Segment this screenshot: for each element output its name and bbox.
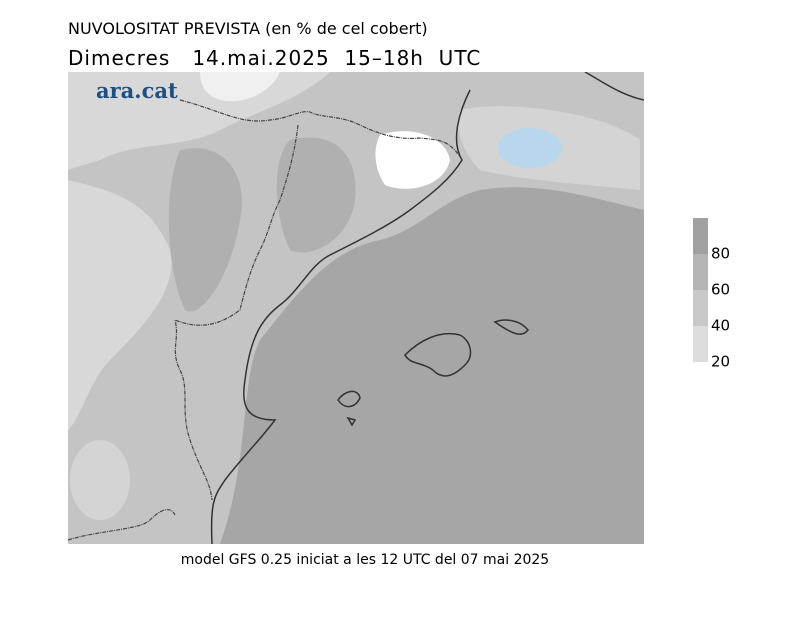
legend-band bbox=[693, 326, 708, 362]
legend: 20 40 60 80 bbox=[693, 218, 730, 371]
cloud-area bbox=[70, 440, 130, 520]
legend-label: 40 bbox=[711, 317, 730, 335]
lake bbox=[498, 128, 562, 168]
legend-band bbox=[693, 290, 708, 326]
legend-band bbox=[693, 254, 708, 290]
legend-label: 60 bbox=[711, 281, 730, 299]
clear-area bbox=[375, 131, 450, 189]
title: NUVOLOSITAT PREVISTA (en % de cel cobert… bbox=[68, 19, 428, 38]
subtitle: Dimecres 14.mai.2025 15–18h UTC bbox=[68, 46, 481, 70]
footer: model GFS 0.25 iniciat a les 12 UTC del … bbox=[181, 552, 549, 568]
legend-band bbox=[693, 218, 708, 254]
legend-label: 20 bbox=[711, 353, 730, 371]
cloud-area bbox=[68, 180, 172, 430]
cloud-area bbox=[168, 148, 242, 312]
cloud-area bbox=[276, 137, 356, 253]
clear-area bbox=[200, 72, 280, 102]
legend-label: 80 bbox=[711, 245, 730, 263]
cloud-area bbox=[68, 72, 330, 170]
logo: ara.cat bbox=[96, 78, 178, 103]
map: ara.cat bbox=[68, 72, 644, 544]
